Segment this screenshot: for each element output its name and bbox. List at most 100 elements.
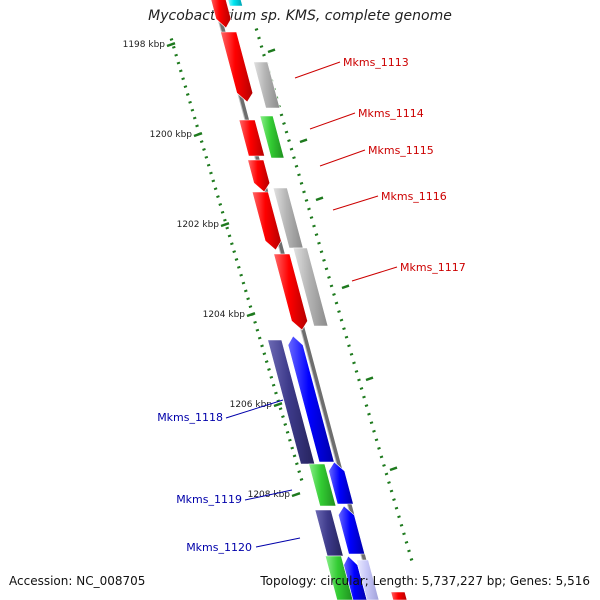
- minor-tick: [190, 108, 195, 112]
- minor-tick: [178, 69, 183, 73]
- ruler-label: 1200 kbp: [150, 130, 193, 140]
- minor-tick: [302, 190, 306, 194]
- minor-tick: [389, 489, 394, 493]
- minor-tick: [288, 438, 292, 442]
- reverse-gene: [314, 509, 344, 557]
- minor-tick: [276, 399, 281, 403]
- minor-tick: [218, 203, 223, 206]
- genome-summary-text: Topology: circular; Length: 5,737,227 bp…: [260, 574, 590, 588]
- minor-tick: [402, 532, 406, 536]
- minor-tick: [185, 93, 190, 96]
- minor-tick: [262, 53, 266, 57]
- forward-gene: [238, 119, 265, 157]
- gene-leader-line: [332, 195, 379, 211]
- gene-label[interactable]: Mkms_1117: [400, 261, 466, 274]
- minor-tick: [195, 124, 199, 128]
- ruler-label: 1202 kbp: [177, 220, 220, 230]
- minor-tick: [209, 171, 213, 175]
- minor-tick: [362, 395, 366, 399]
- minor-tick: [188, 100, 192, 104]
- minor-tick: [349, 352, 354, 356]
- minor-tick: [312, 224, 316, 228]
- reverse-gene: [343, 555, 368, 600]
- minor-tick: [339, 318, 344, 322]
- minor-tick: [281, 415, 285, 419]
- minor-tick: [295, 462, 299, 466]
- minor-tick: [284, 130, 289, 134]
- minor-tick: [254, 28, 259, 31]
- gene-label[interactable]: Mkms_1115: [368, 144, 434, 157]
- minor-tick: [359, 387, 364, 390]
- gene-label[interactable]: Mkms_1119: [176, 493, 242, 506]
- gene-label[interactable]: Mkms_1120: [186, 541, 252, 554]
- reverse-gene: [328, 461, 354, 505]
- ruler-label: 1206 kbp: [230, 400, 273, 410]
- minor-tick: [289, 147, 294, 151]
- gene-label[interactable]: Mkms_1114: [358, 107, 424, 120]
- gene-leader-line: [309, 112, 356, 130]
- minor-tick: [294, 164, 299, 168]
- minor-tick: [379, 455, 384, 459]
- rna-gene: [324, 555, 354, 600]
- forward-gene: [390, 591, 408, 600]
- minor-tick: [248, 305, 253, 309]
- minor-tick: [202, 148, 206, 151]
- minor-tick: [299, 478, 304, 481]
- gene-leader-line: [351, 266, 398, 282]
- minor-tick: [230, 242, 234, 246]
- minor-tick: [372, 429, 376, 433]
- minor-tick: [407, 549, 411, 553]
- minor-tick: [257, 36, 261, 40]
- minor-tick: [269, 375, 274, 379]
- minor-tick: [342, 327, 346, 331]
- minor-tick: [234, 258, 239, 261]
- minor-tick: [397, 515, 401, 519]
- minor-tick: [292, 156, 296, 160]
- gene-label-group: Mkms_1113 Mkms_1114 Mkms_1115 Mkms_1116 Mkms…: [157, 56, 466, 554]
- minor-tick: [183, 85, 188, 89]
- rna-gene: [259, 115, 285, 159]
- minor-tick: [274, 391, 278, 395]
- minor-tick: [236, 265, 241, 269]
- minor-tick: [324, 267, 329, 271]
- minor-tick: [241, 281, 246, 285]
- minor-tick: [394, 506, 399, 510]
- minor-tick: [352, 361, 356, 365]
- minor-tick: [337, 310, 341, 314]
- gene-leader-line: [255, 537, 301, 548]
- minor-tick: [292, 454, 297, 458]
- gene-label[interactable]: Mkms_1113: [343, 56, 409, 69]
- minor-tick: [169, 38, 174, 41]
- rna-gene: [308, 463, 337, 507]
- minor-tick: [367, 412, 371, 416]
- minor-tick: [344, 335, 349, 339]
- gene-leader-line: [244, 489, 293, 501]
- minor-tick: [199, 140, 204, 144]
- minor-tick: [192, 116, 197, 120]
- minor-tick: [299, 181, 304, 185]
- minor-tick: [225, 226, 230, 230]
- minor-tick: [332, 293, 336, 296]
- forward-gene: [251, 191, 282, 251]
- gene-label[interactable]: Mkms_1118: [157, 411, 223, 424]
- gene-label[interactable]: Mkms_1116: [381, 190, 447, 203]
- minor-tick: [255, 328, 260, 332]
- accession-text: Accession: NC_008705: [9, 574, 146, 588]
- ruler-label: 1204 kbp: [203, 310, 246, 320]
- minor-tick: [176, 61, 181, 65]
- minor-tick: [213, 187, 218, 191]
- minor-tick: [220, 210, 225, 214]
- minor-tick: [282, 122, 286, 125]
- other-gene: [253, 61, 281, 109]
- other-gene: [292, 247, 329, 327]
- gene-segment: [227, 0, 243, 7]
- forward-gene: [247, 159, 271, 193]
- minor-tick: [377, 446, 381, 450]
- minor-tick: [309, 216, 314, 220]
- minor-tick: [260, 344, 264, 348]
- minor-tick: [304, 198, 309, 202]
- gene-track: [210, 0, 408, 600]
- minor-tick: [364, 404, 369, 408]
- minor-tick: [259, 45, 264, 49]
